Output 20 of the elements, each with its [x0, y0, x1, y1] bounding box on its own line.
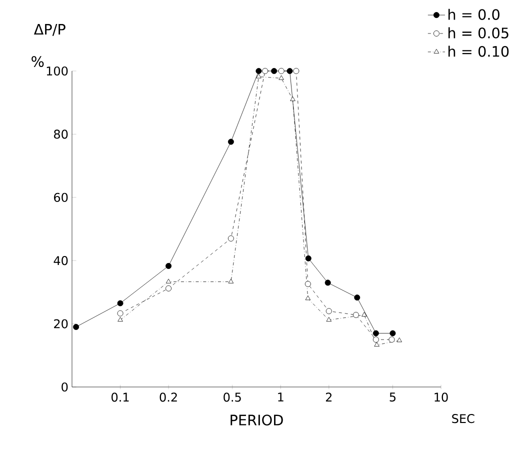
- text: SEC: [452, 414, 474, 424]
- x-tick-label: 10: [434, 392, 448, 402]
- y-tick-label: 60: [54, 192, 68, 202]
- x-tick-label: 2: [326, 392, 332, 402]
- y-tick-label: 20: [54, 319, 68, 328]
- y-tick-label: 0: [62, 382, 68, 392]
- x-tick-label: 0.5: [224, 392, 241, 402]
- y-axis-title: ΔP/P: [34, 24, 66, 36]
- x-tick-label: 1: [278, 392, 284, 402]
- legend-label: h = 0.05: [448, 27, 508, 38]
- legend-label: h = 0.10: [448, 46, 509, 57]
- x-tick-label: 0.2: [160, 392, 177, 402]
- x-axis-title: PERIOD: [230, 414, 283, 426]
- y-tick-label: 100: [46, 66, 68, 76]
- x-tick-label: 5: [390, 392, 396, 402]
- text: %: [32, 56, 44, 67]
- y-tick-label: 40: [54, 256, 68, 266]
- legend-label: h = 0.0: [448, 8, 500, 20]
- x-tick-label: 0.1: [112, 392, 129, 402]
- y-tick-label: 80: [54, 130, 68, 139]
